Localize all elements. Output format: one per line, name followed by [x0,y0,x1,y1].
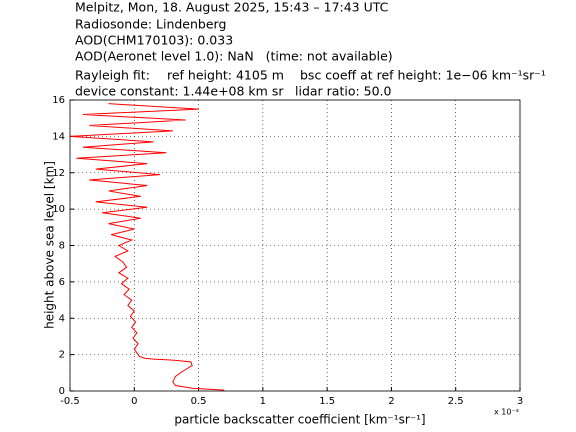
info-item: lidar ratio: 50.0 [295,84,392,99]
x-tick-label: 0 [131,396,137,407]
info-item: bsc coeff at ref height: 1e−06 km⁻¹sr⁻¹ [300,68,546,83]
y-tick-label: 12 [52,168,65,179]
info-item: ref height: 4105 m [167,68,284,83]
y-tick-label: 16 [52,95,65,106]
x-axis-label: particle backscatter coefficient [km⁻¹sr… [174,413,425,427]
profile-line [69,103,225,391]
y-tick-label: 14 [52,131,65,142]
y-axis-label: height above sea level [km] [43,161,57,329]
x-tick-label: 1 [260,396,266,407]
x-tick-label: 0.5 [191,396,207,407]
info-item: Rayleigh fit: [75,68,150,83]
x-multiplier: x 10⁻³ [494,408,519,417]
header-line: Melpitz, Mon, 18. August 2025, 15:43 – 1… [75,0,389,15]
y-tick-label: 0 [59,386,65,397]
y-tick-label: 8 [59,241,65,252]
x-tick-label: 3 [517,396,523,407]
plot-frame [69,99,521,392]
x-tick-label: 2.5 [448,396,464,407]
info-item: device constant: 1.44e+08 km sr [75,84,284,99]
y-tick-label: 10 [52,204,65,215]
x-tick-label: 2 [388,396,394,407]
y-tick-label: 4 [59,313,65,324]
y-tick-label: 6 [59,277,65,288]
header-line: AOD(CHM170103): 0.033 [75,33,233,48]
x-tick-label: 1.5 [319,396,335,407]
x-tick-label: -0.5 [60,396,80,407]
header-line: Radiosonde: Lindenberg [75,17,226,32]
y-tick-label: 2 [59,350,65,361]
header-line: AOD(Aeronet level 1.0): NaN (time: not a… [75,49,393,64]
